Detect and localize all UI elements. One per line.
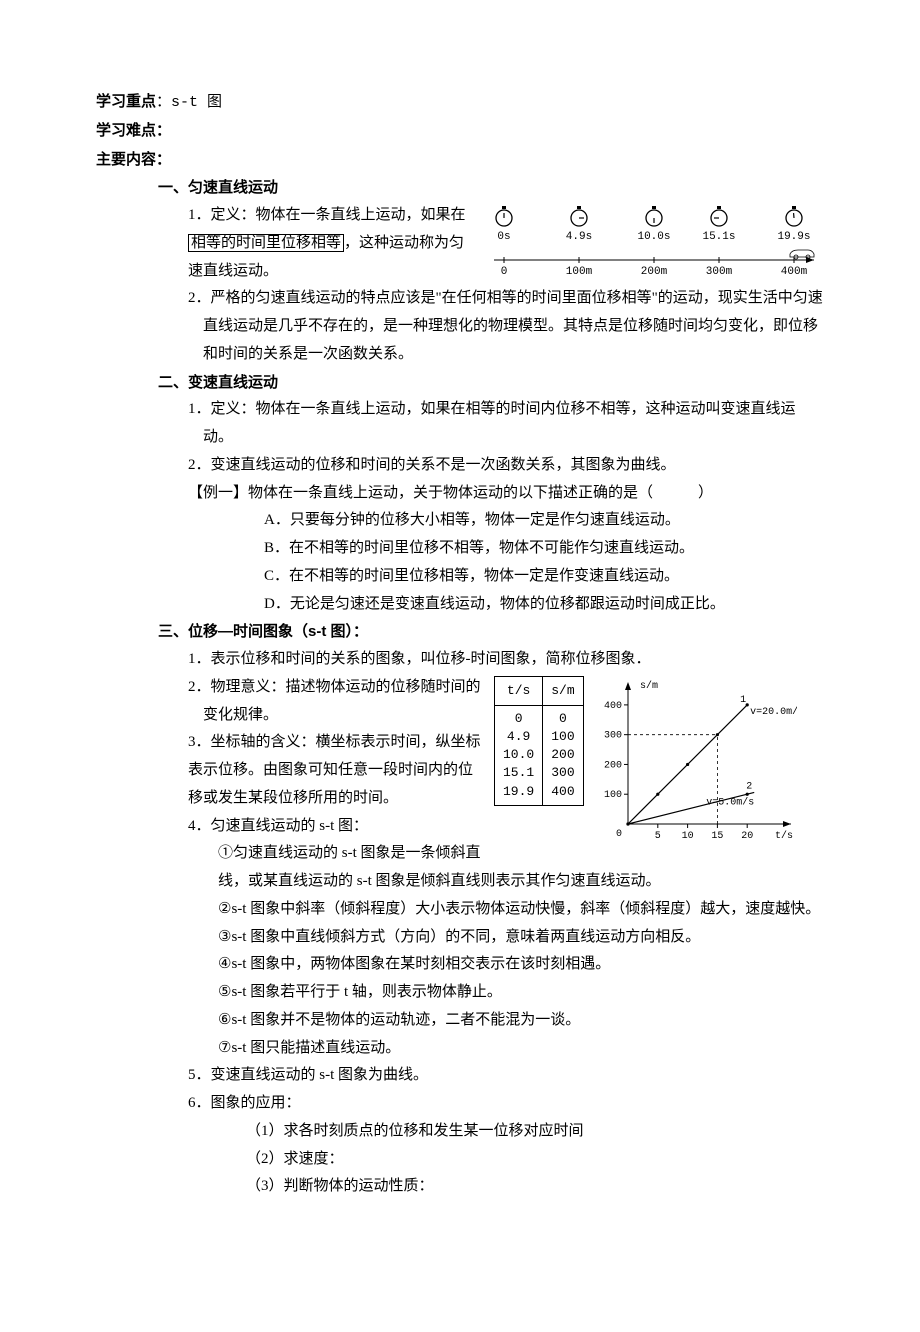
sec1-title: 一、匀速直线运动: [158, 174, 824, 202]
svg-text:10.0s: 10.0s: [637, 231, 670, 243]
stopwatch-diagram: 0s 4.9s 10.0s 15.1s 19.9s 0 100m 200m 300m 400m: [484, 204, 824, 276]
focus-line: 学习重点：s-t 图: [96, 88, 824, 117]
svg-text:300m: 300m: [706, 266, 733, 276]
option-b: B．在不相等的时间里位移不相等，物体不可能作匀速直线运动。: [264, 535, 824, 563]
sec2-p1: 1．定义：物体在一条直线上运动，如果在相等的时间内位移不相等，这种运动叫变速直线…: [188, 396, 824, 452]
sec3-p6: 6．图象的应用：: [188, 1090, 824, 1118]
svg-text:5: 5: [654, 831, 660, 842]
sec3-p4-1: ①匀速直线运动的 s-t 图象是一条倾斜直线，或某直线运动的 s-t 图象是倾斜…: [218, 840, 824, 896]
svg-text:0s: 0s: [497, 231, 510, 243]
st-chart-figure: t/s s/m 0 4.9 10.0 15.1 19.9 0 100 200: [494, 676, 824, 846]
svg-text:2: 2: [746, 781, 752, 792]
svg-text:1: 1: [740, 695, 746, 706]
svg-text:0: 0: [501, 266, 508, 276]
svg-text:v=20.0m/s: v=20.0m/s: [750, 706, 797, 718]
sec2-title: 二、变速直线运动: [158, 369, 824, 397]
sec3-p6-3: （3）判断物体的运动性质：: [246, 1173, 824, 1201]
svg-text:4.9s: 4.9s: [566, 231, 592, 243]
sec3-p6-2: （2）求速度：: [246, 1146, 824, 1174]
sec3-p1: 1．表示位移和时间的关系的图象，叫位移-时间图象，简称位移图象．: [188, 646, 824, 674]
sec3-p4-4: ④s-t 图象中，两物体图象在某时刻相交表示在该时刻相遇。: [218, 951, 824, 979]
sec3-p3: 3．坐标轴的含义：横坐标表示时间，纵坐标表示位移。由图象可知任意一段时间内的位移…: [188, 729, 484, 812]
th-t: t/s: [495, 676, 543, 705]
option-c: C．在不相等的时间里位移相等，物体一定是作变速直线运动。: [264, 563, 824, 591]
svg-text:0: 0: [616, 829, 622, 840]
svg-text:15: 15: [711, 831, 723, 842]
focus-value: ：s-t 图: [156, 94, 222, 111]
svg-text:200m: 200m: [641, 266, 668, 276]
sec3-p4-2: ②s-t 图象中斜率（倾斜程度）大小表示物体运动快慢，斜率（倾斜程度）越大，速度…: [218, 896, 824, 924]
td-t: 0 4.9 10.0 15.1 19.9: [495, 705, 543, 805]
svg-text:t/s: t/s: [775, 830, 793, 842]
st-data-table: t/s s/m 0 4.9 10.0 15.1 19.9 0 100 200: [494, 676, 584, 806]
focus-label: 学习重点: [96, 93, 156, 110]
svg-text:100: 100: [604, 790, 622, 801]
svg-text:400m: 400m: [781, 266, 808, 276]
svg-text:19.9s: 19.9s: [777, 231, 810, 243]
svg-text:300: 300: [604, 730, 622, 741]
sec2-p2: 2．变速直线运动的位移和时间的关系不是一次函数关系，其图象为曲线。: [188, 452, 824, 480]
sec3-p4: 4．匀速直线运动的 s-t 图：: [188, 813, 484, 841]
svg-text:s/m: s/m: [640, 680, 658, 692]
boxed-phrase: 相等的时间里位移相等: [188, 234, 344, 252]
svg-text:10: 10: [681, 831, 693, 842]
sec1-p2: 2．严格的匀速直线运动的特点应该是"在任何相等的时间里面位移相等"的运动，现实生…: [188, 285, 824, 368]
td-s: 0 100 200 300 400: [543, 705, 583, 805]
difficulty-label: 学习难点: [96, 122, 156, 139]
sec3-p4-3: ③s-t 图象中直线倾斜方式（方向）的不同，意味着两直线运动方向相反。: [218, 924, 824, 952]
sec1-p1: 1．定义：物体在一条直线上运动，如果在相等的时间里位移相等，这种运动称为匀速直线…: [188, 202, 474, 285]
option-d: D．无论是匀速还是变速直线运动，物体的位移都跟运动时间成正比。: [264, 591, 824, 619]
svg-text:20: 20: [741, 831, 753, 842]
sec3-p4-6: ⑥s-t 图象并不是物体的运动轨迹，二者不能混为一谈。: [218, 1007, 824, 1035]
sec3-p2: 2．物理意义：描述物体运动的位移随时间的变化规律。: [188, 674, 484, 730]
svg-text:100m: 100m: [566, 266, 593, 276]
content-label: 主要内容: [96, 151, 156, 168]
st-chart: s/m t/s 0 5 10 15 20 100 200 300 400 1 v=20.0m/s 2 v=5…: [592, 676, 797, 846]
sec3-title: 三、位移—时间图象（s-t 图）：: [158, 618, 824, 646]
sec3-p6-1: （1）求各时刻质点的位移和发生某一位移对应时间: [246, 1118, 824, 1146]
content-line: 主要内容：: [96, 146, 824, 175]
sec3-p5: 5．变速直线运动的 s-t 图象为曲线。: [188, 1062, 824, 1090]
th-s: s/m: [543, 676, 583, 705]
svg-text:400: 400: [604, 701, 622, 712]
difficulty-line: 学习难点：: [96, 117, 824, 146]
svg-text:15.1s: 15.1s: [702, 231, 735, 243]
sec3-p4-5: ⑤s-t 图象若平行于 t 轴，则表示物体静止。: [218, 979, 824, 1007]
svg-text:200: 200: [604, 760, 622, 771]
sec3-p4-7: ⑦s-t 图只能描述直线运动。: [218, 1035, 824, 1063]
option-a: A．只要每分钟的位移大小相等，物体一定是作匀速直线运动。: [264, 507, 824, 535]
example1-head: 【例一】物体在一条直线上运动，关于物体运动的以下描述正确的是（ ）: [188, 480, 824, 508]
svg-text:v=5.0m/s: v=5.0m/s: [706, 796, 754, 808]
